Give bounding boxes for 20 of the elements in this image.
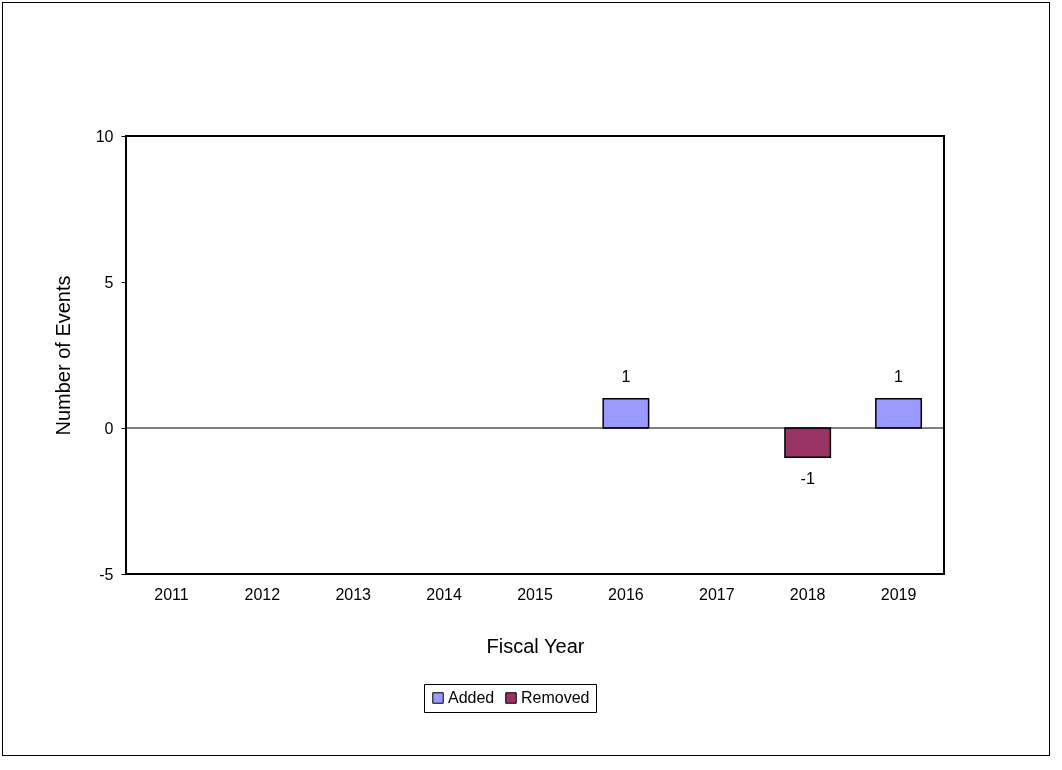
x-tick-label: 2012 (244, 585, 281, 603)
x-axis-title: Fiscal Year (486, 634, 585, 657)
y-tick-label: 10 (95, 127, 114, 145)
x-tick-label: 2011 (154, 585, 189, 603)
y-axis-title: Number of Events (51, 275, 74, 436)
legend-label: Added (448, 689, 495, 706)
y-tick-label: 5 (104, 273, 114, 291)
x-tick-label: 2019 (880, 585, 917, 603)
x-tick-label: 2013 (335, 585, 372, 603)
x-tick-label: 2017 (698, 585, 735, 603)
x-tick-label: 2015 (517, 585, 553, 603)
data-label: 1 (894, 367, 904, 385)
x-tick-label: 2016 (608, 585, 644, 603)
data-label: 1 (621, 367, 631, 385)
x-tick-label: 2018 (789, 585, 826, 603)
legend-label: Removed (521, 689, 590, 706)
data-label: -1 (800, 470, 815, 488)
y-tick-label: 0 (104, 419, 114, 437)
y-tick-label: -5 (99, 565, 114, 583)
x-tick-label: 2014 (426, 585, 463, 603)
